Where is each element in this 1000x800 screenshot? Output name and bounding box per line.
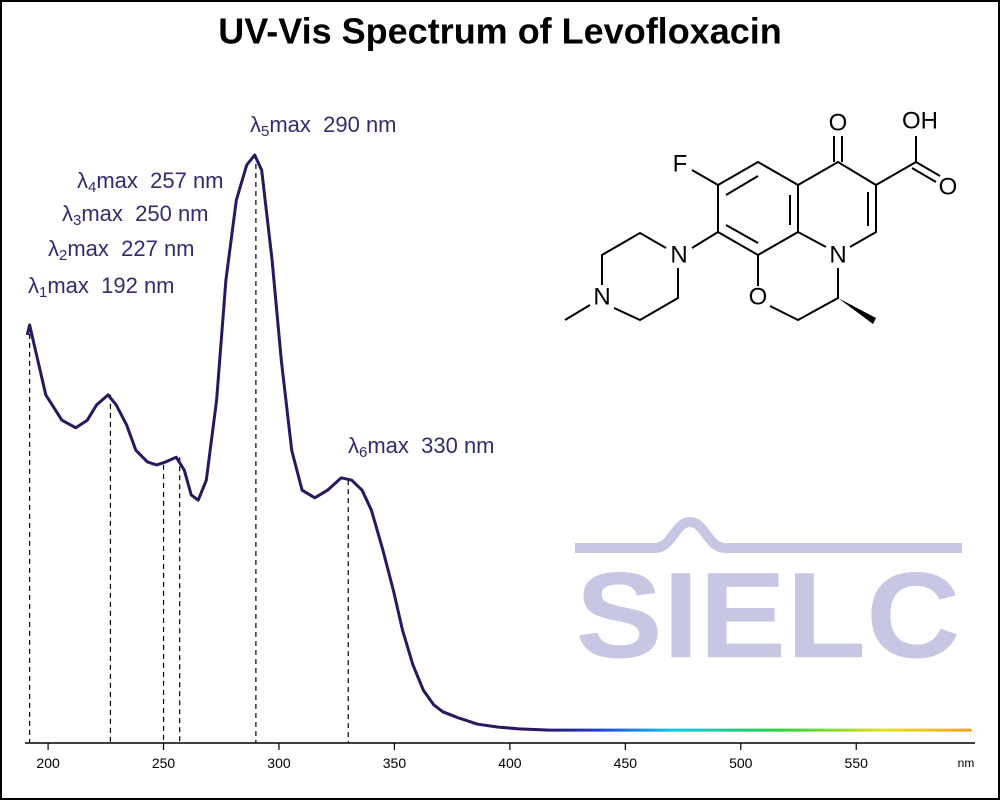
peak-index: 2 [59, 247, 67, 264]
peak-label: λ4max 257 nm [77, 168, 224, 196]
peak-text: max 257 nm [96, 168, 223, 193]
peak-index: 3 [73, 212, 81, 229]
peak-symbol: λ [62, 201, 73, 226]
watermark: SIELC [575, 516, 962, 683]
peak-symbol: λ [28, 273, 39, 298]
f-bond [691, 169, 719, 186]
peak-text: max 250 nm [81, 201, 208, 226]
spectrum-line [25, 153, 972, 732]
piperazine [564, 231, 719, 322]
double-bonds [725, 175, 791, 244]
peak-index: 6 [359, 444, 367, 461]
peak-text: max 290 nm [269, 112, 396, 137]
methyl-wedge [838, 298, 876, 324]
x-tick-label: 300 [267, 755, 291, 771]
peak-text: max 227 nm [67, 236, 194, 261]
x-tick-label: 250 [152, 755, 176, 771]
peak-label: λ1max 192 nm [28, 273, 175, 301]
x-tick-label: 450 [614, 755, 638, 771]
atom-label: OH [902, 107, 938, 134]
chart-title: UV-Vis Spectrum of Levofloxacin [218, 11, 781, 52]
peak-label: λ5max 290 nm [250, 112, 397, 140]
atom-label: O [829, 109, 848, 136]
atom-label: O [749, 283, 768, 310]
peak-label: λ6max 330 nm [348, 433, 495, 461]
peak-symbol: λ [348, 433, 359, 458]
x-unit: nm [958, 756, 975, 770]
watermark-text: SIELC [576, 547, 961, 683]
peak-index: 1 [39, 284, 47, 301]
atom-label: N [670, 241, 687, 268]
x-tick-label: 400 [498, 755, 522, 771]
peak-index: 4 [88, 179, 96, 196]
peak-text: max 192 nm [47, 273, 174, 298]
ketone [833, 136, 843, 162]
oxazine-ring [757, 255, 839, 322]
molecule: F O OH O N N N O [564, 107, 958, 324]
x-tick-label: 550 [845, 755, 869, 771]
peak-label: λ3max 250 nm [62, 201, 209, 229]
atom-label: F [673, 150, 688, 177]
peak-text: max 330 nm [367, 433, 494, 458]
peak-symbol: λ [48, 236, 59, 261]
atom-label: O [939, 173, 958, 200]
x-tick-label: 500 [729, 755, 753, 771]
peak-symbol: λ [250, 112, 261, 137]
peak-index: 5 [261, 123, 269, 140]
carboxyl [875, 136, 941, 186]
x-tick-label: 200 [36, 755, 60, 771]
peak-symbol: λ [77, 168, 88, 193]
watermark-arc [575, 516, 962, 553]
atom-label: N [593, 283, 610, 310]
peak-label: λ2max 227 nm [48, 236, 195, 264]
atom-label: N [829, 241, 846, 268]
x-tick-label: 350 [383, 755, 407, 771]
